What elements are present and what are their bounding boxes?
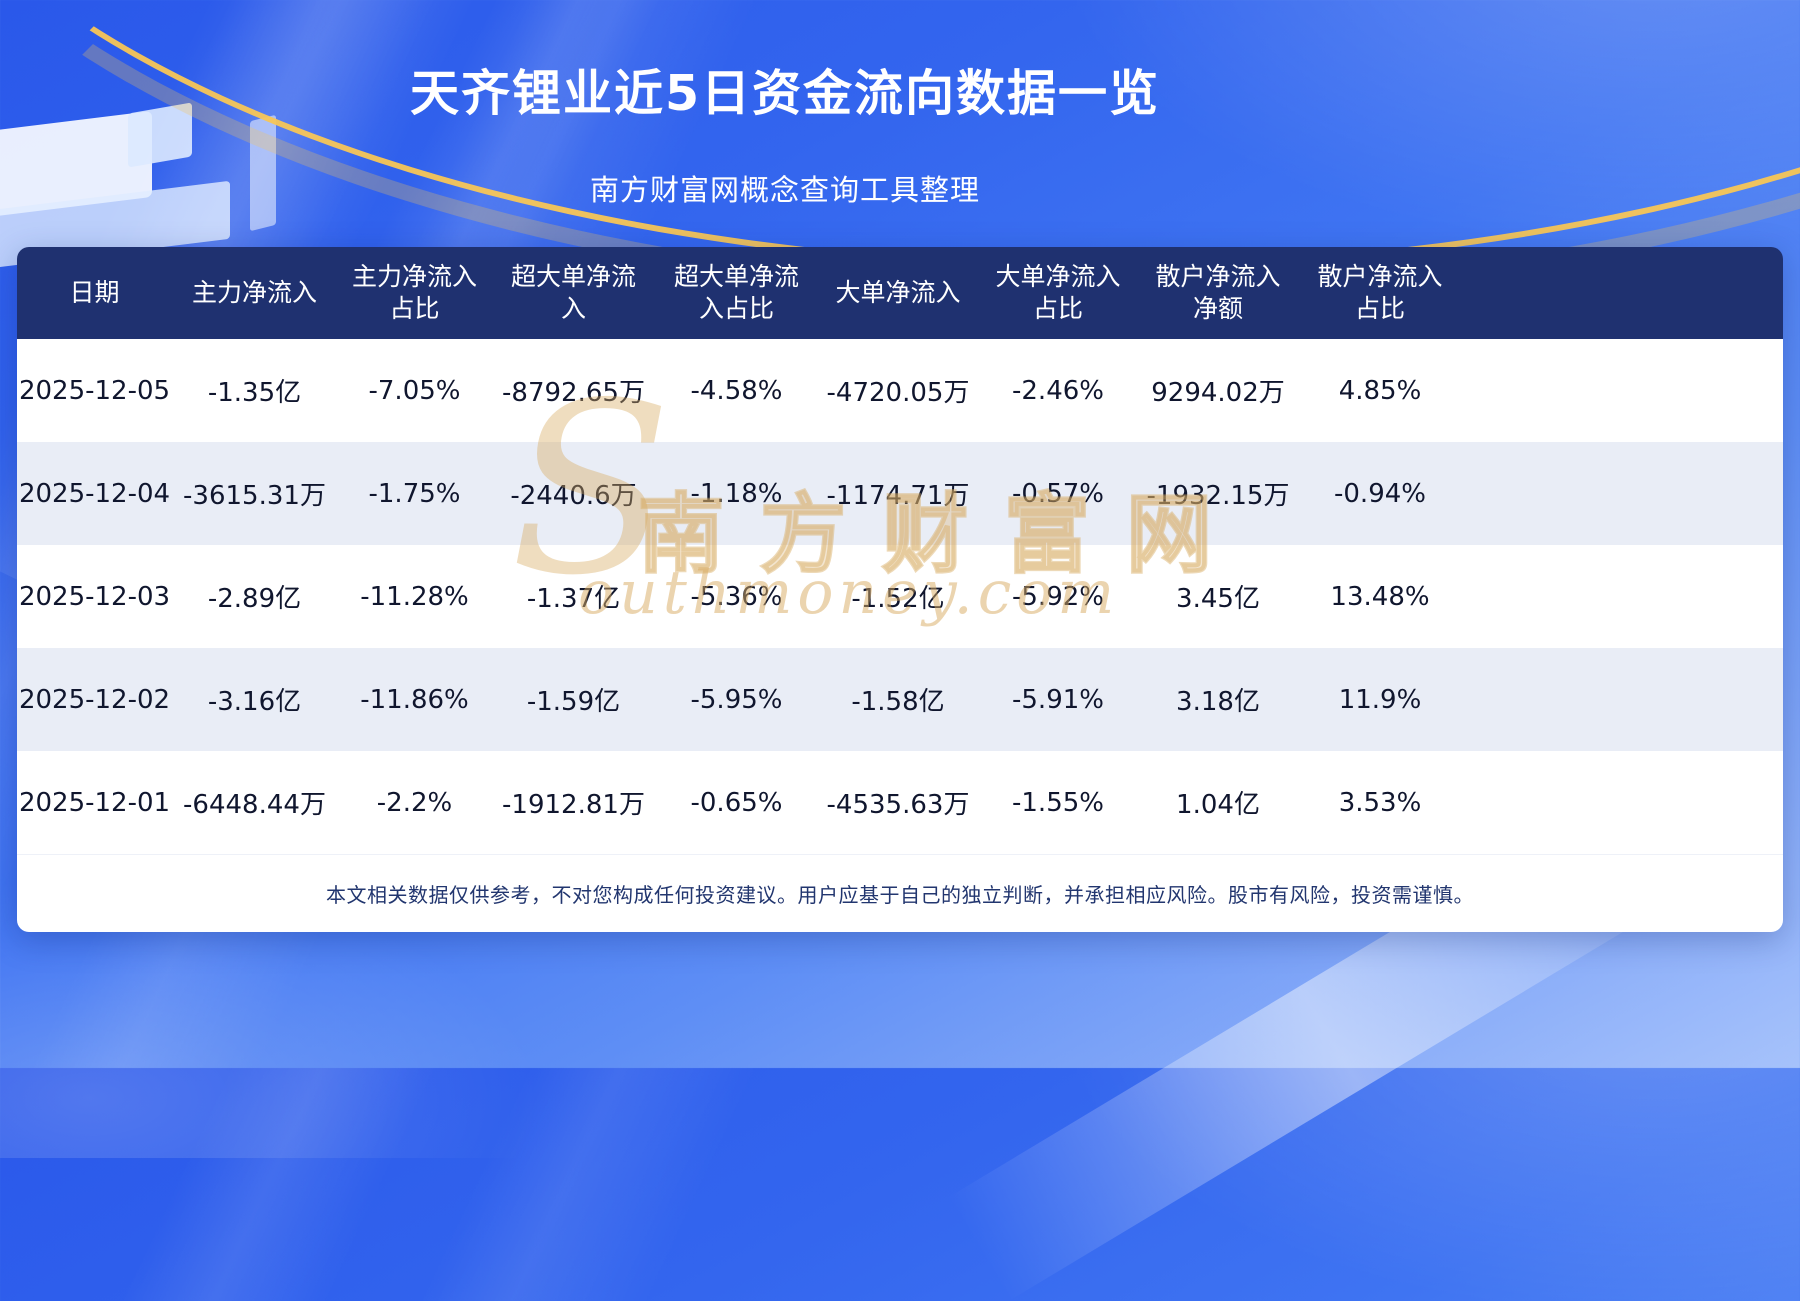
table-row: 2025-12-02 -3.16亿 -11.86% -1.59亿 -5.95% … — [17, 648, 1783, 751]
header-cell-large-order-net-inflow-ratio: 大单净流入 占比 — [995, 261, 1121, 324]
cell: -8792.65万 — [502, 378, 645, 408]
cell: -1.52亿 — [851, 584, 945, 614]
cell: 11.9% — [1338, 684, 1422, 715]
cell: -3.16亿 — [207, 687, 302, 717]
table-row: 2025-12-04 -3615.31万 -1.75% -2440.6万 -1.… — [17, 442, 1783, 545]
cell: -2440.6万 — [510, 481, 637, 511]
cell: -7.05% — [368, 375, 461, 406]
cell: -0.57% — [1012, 478, 1104, 509]
data-table: 日期 主力净流入 主力净流入 占比 超大单净流 入 超大单净流 入占比 大单净流… — [17, 247, 1783, 932]
header-cell-date: 日期 — [69, 277, 120, 307]
cell: -2.46% — [1012, 375, 1104, 406]
header-cell-main-net-inflow-ratio: 主力净流入 占比 — [351, 261, 477, 324]
disclaimer-text: 本文相关数据仅供参考，不对您构成任何投资建议。用户应基于自己的独立判断，并承担相… — [326, 883, 1474, 907]
cell: -2.2% — [376, 787, 453, 818]
header-cell-large-order-net-inflow: 大单净流入 — [835, 277, 961, 307]
cell: 1.04亿 — [1176, 790, 1260, 820]
cell: -4535.63万 — [826, 790, 970, 820]
page-subtitle: 南方财富网概念查询工具整理 — [589, 173, 980, 207]
table-row: 2025-12-03 -2.89亿 -11.28% -1.37亿 -5.36% … — [17, 545, 1783, 648]
header-cell-retail-net-inflow-ratio: 散户净流入 占比 — [1317, 261, 1443, 324]
cell: -1.55% — [1012, 787, 1104, 818]
cell: -5.91% — [1012, 684, 1104, 715]
cell: -5.36% — [690, 581, 783, 612]
cell: 3.53% — [1338, 787, 1422, 818]
cell: 3.18亿 — [1176, 687, 1260, 717]
header-cell-xl-order-net-inflow: 超大单净流 入 — [510, 261, 636, 324]
cell: -5.92% — [1012, 581, 1104, 612]
page-title: 天齐锂业近5日资金流向数据一览 — [409, 65, 1161, 122]
header-cell-main-net-inflow: 主力净流入 — [191, 277, 317, 307]
disclaimer-bar: 本文相关数据仅供参考，不对您构成任何投资建议。用户应基于自己的独立判断，并承担相… — [17, 854, 1783, 932]
cell: -1.58亿 — [851, 687, 945, 717]
cell-date: 2025-12-05 — [18, 375, 171, 406]
cell: -0.65% — [690, 787, 783, 818]
cell-date: 2025-12-01 — [18, 787, 171, 818]
cell: -0.94% — [1334, 478, 1426, 509]
table-header-row: 日期 主力净流入 主力净流入 占比 超大单净流 入 超大单净流 入占比 大单净流… — [17, 247, 1783, 339]
cell: -1.37亿 — [526, 584, 621, 614]
cell: 4.85% — [1338, 375, 1422, 406]
cell-date: 2025-12-02 — [18, 684, 171, 715]
cell: -1.75% — [368, 478, 461, 509]
cell: 9294.02万 — [1151, 378, 1285, 408]
cell: -11.86% — [360, 684, 469, 715]
cell: -11.28% — [360, 581, 469, 612]
cell: 3.45亿 — [1176, 584, 1260, 614]
cell-date: 2025-12-03 — [18, 581, 171, 612]
cell: -1174.71万 — [826, 481, 970, 511]
cell: -4720.05万 — [826, 378, 970, 408]
cell: -3615.31万 — [183, 481, 326, 511]
header-cell-xl-order-net-inflow-ratio: 超大单净流 入占比 — [673, 261, 799, 324]
cell: -2.89亿 — [207, 584, 302, 614]
cell: -1.35亿 — [207, 378, 302, 408]
cell: -5.95% — [690, 684, 783, 715]
cell: -1.59亿 — [526, 687, 621, 717]
cell: -1912.81万 — [502, 790, 645, 820]
table-row: 2025-12-05 -1.35亿 -7.05% -8792.65万 -4.58… — [17, 339, 1783, 442]
cell-date: 2025-12-04 — [18, 478, 171, 509]
cell: -1932.15万 — [1146, 481, 1290, 511]
header-cell-retail-net-inflow: 散户净流入 净额 — [1155, 261, 1281, 324]
header-area: 天齐锂业近5日资金流向数据一览 南方财富网概念查询工具整理 — [0, 0, 1570, 209]
cell: -4.58% — [690, 375, 783, 406]
cell: -6448.44万 — [183, 790, 326, 820]
cell: -1.18% — [690, 478, 783, 509]
cell: 13.48% — [1330, 581, 1430, 612]
table-row: 2025-12-01 -6448.44万 -2.2% -1912.81万 -0.… — [17, 751, 1783, 854]
